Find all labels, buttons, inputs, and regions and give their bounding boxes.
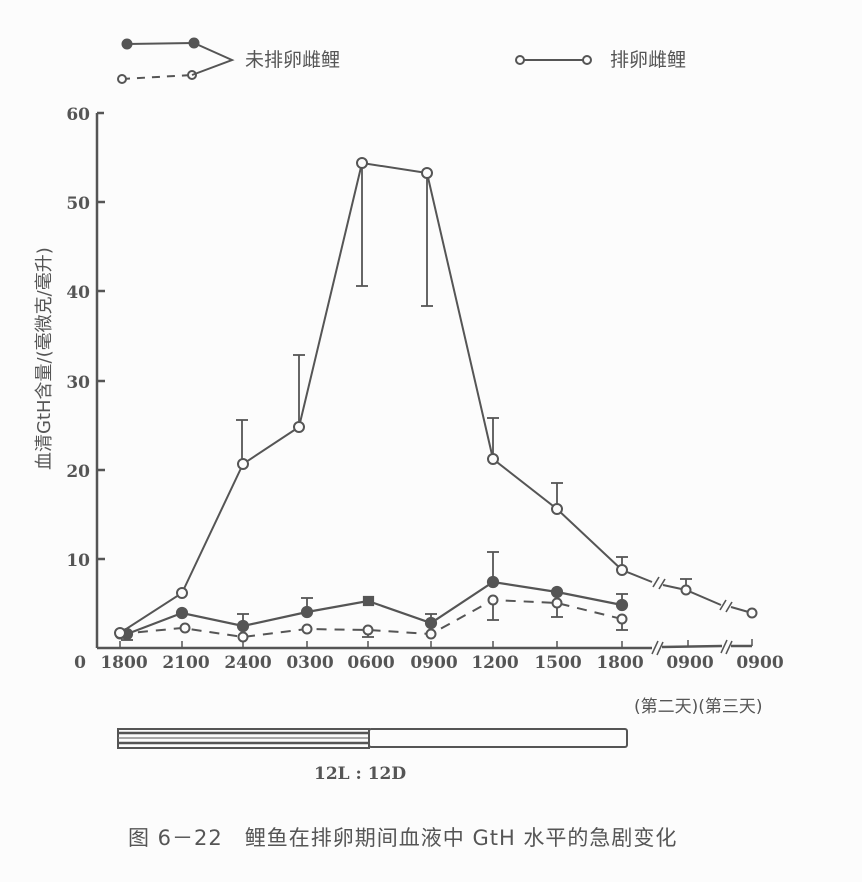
photoperiod-label: 12L : 12D <box>314 764 406 784</box>
y-tick: 40 <box>66 283 90 303</box>
legend-non-ovulated-symbol <box>117 37 235 84</box>
x-tick: 0600 <box>347 653 394 673</box>
x-tick: 2100 <box>162 653 209 673</box>
x-tick-labels: 1800 2100 2400 0300 0600 0900 1200 1500 … <box>100 653 783 673</box>
x-axis <box>97 639 753 656</box>
series-ovulated <box>114 157 758 639</box>
x-tick: 2400 <box>224 653 271 673</box>
x-tick: 0900 <box>410 653 457 673</box>
legend-non-ovulated-label: 未排卵雌鲤 <box>245 49 340 71</box>
y-tick: 10 <box>66 551 90 571</box>
day-labels: (第二天)(第三天) <box>634 697 763 717</box>
x-tick: 0300 <box>286 653 333 673</box>
legend: 未排卵雌鲤 排卵雌鲤 <box>117 37 686 84</box>
figure-caption-text: 鲤鱼在排卵期间血液中 GtH 水平的急剧变化 <box>244 826 678 850</box>
y-tick-labels: 60 50 40 30 20 10 0 <box>66 105 90 673</box>
x-tick: 1200 <box>471 653 518 673</box>
error-bars <box>121 163 692 641</box>
x-tick: 1500 <box>534 653 581 673</box>
y-axis-label: 血清GtH含量/(毫微克/毫升) <box>34 247 55 470</box>
y-tick: 20 <box>66 462 90 482</box>
y-tick: 0 <box>74 653 86 673</box>
y-tick: 60 <box>66 105 90 125</box>
x-tick: 1800 <box>100 653 147 673</box>
series-non-ovulated-solid <box>120 575 629 641</box>
legend-ovulated-symbol <box>515 55 592 65</box>
photoperiod-bar <box>117 728 628 749</box>
x-tick: 0900 <box>666 653 713 673</box>
y-axis <box>95 111 105 648</box>
x-tick: 1800 <box>596 653 643 673</box>
y-tick: 50 <box>66 194 90 214</box>
figure-caption: 图 6－22 鲤鱼在排卵期间血液中 GtH 水平的急剧变化 <box>128 822 677 852</box>
x-tick: 0900 <box>736 653 783 673</box>
y-tick: 30 <box>66 373 90 393</box>
figure-number: 图 6－22 <box>128 826 223 850</box>
legend-ovulated-label: 排卵雌鲤 <box>610 49 686 71</box>
